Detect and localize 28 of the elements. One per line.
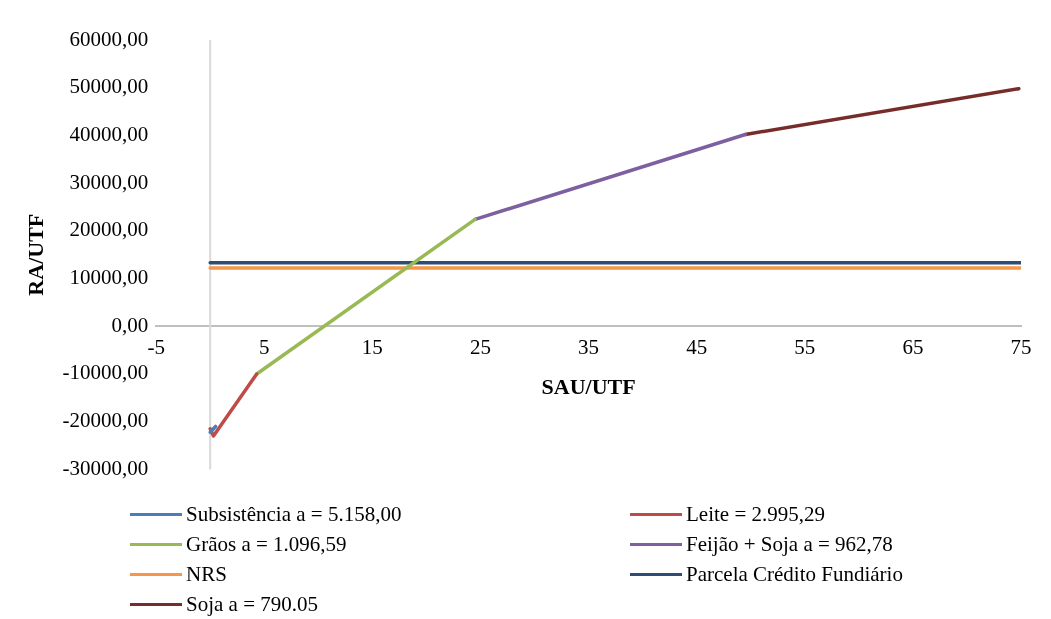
- y-tick-label: 60000,00: [69, 26, 149, 51]
- y-tick-label: 40000,00: [69, 121, 149, 146]
- legend-label: Soja a = 790.05: [186, 591, 318, 617]
- y-tick-label: 50000,00: [69, 74, 149, 99]
- x-tick-label: -5: [147, 335, 165, 360]
- x-tick-label: 25: [469, 335, 491, 360]
- x-axis-title: SAU/UTF: [541, 374, 636, 400]
- x-tick-label: 55: [794, 335, 816, 360]
- x-tick-label: 35: [578, 335, 600, 360]
- x-tick-label: 75: [1010, 335, 1032, 360]
- y-tick-label: -10000,00: [62, 360, 149, 385]
- legend-label: NRS: [186, 561, 227, 587]
- x-tick-label: 5: [259, 335, 270, 360]
- x-tick-label: 45: [686, 335, 708, 360]
- y-tick-label: -30000,00: [62, 455, 149, 480]
- legend-label: Grãos a = 1.096,59: [186, 531, 347, 557]
- y-tick-label: 20000,00: [69, 217, 149, 242]
- y-tick-label: 10000,00: [69, 265, 149, 290]
- y-tick-label: 30000,00: [69, 169, 149, 194]
- y-axis-title: RA/UTF: [22, 213, 48, 296]
- legend-label: Subsistência a = 5.158,00: [186, 501, 402, 527]
- legend-label: Leite = 2.995,29: [686, 501, 825, 527]
- x-tick-label: 65: [902, 335, 924, 360]
- legend-label: Feijão + Soja a = 962,78: [686, 531, 893, 557]
- x-tick-label: 15: [361, 335, 383, 360]
- y-tick-label: 0,00: [111, 312, 149, 337]
- legend-label: Parcela Crédito Fundiário: [686, 561, 903, 587]
- y-tick-label: -20000,00: [62, 408, 149, 433]
